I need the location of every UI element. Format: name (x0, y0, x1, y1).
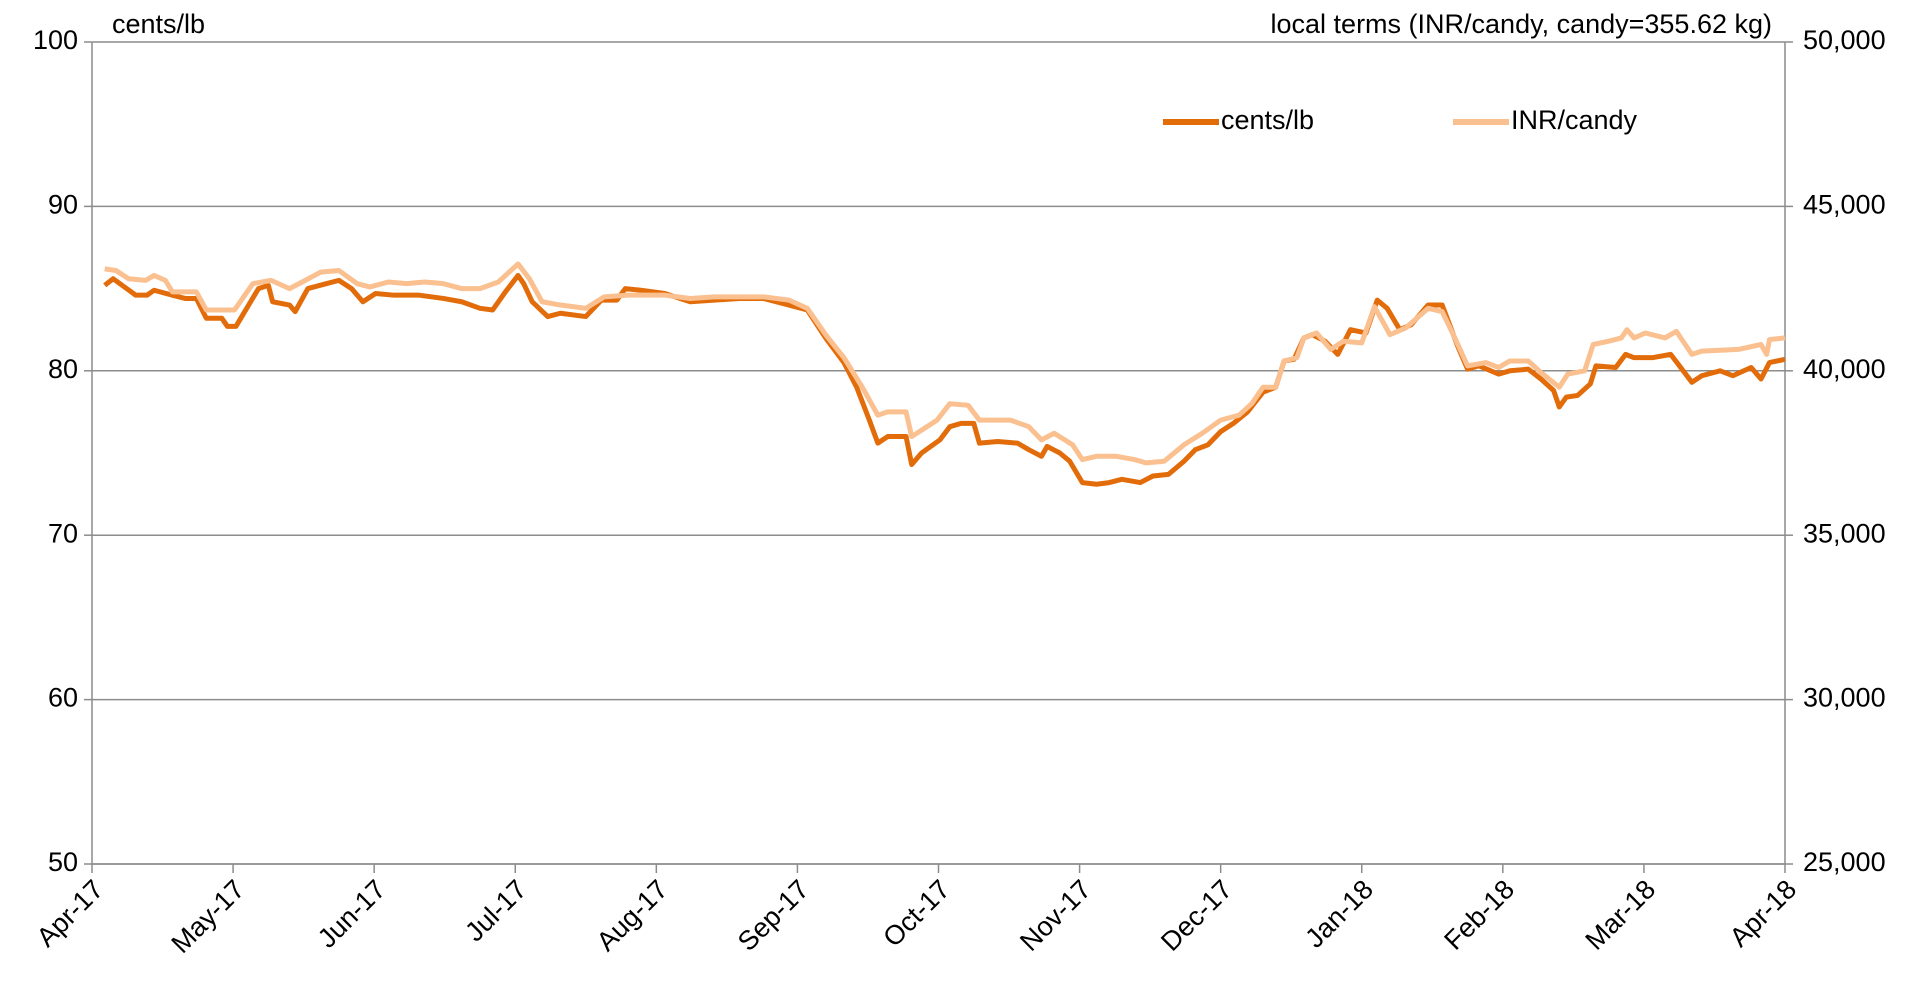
y2-tick-label: 40,000 (1803, 354, 1886, 384)
y-tick-label: 80 (48, 354, 78, 384)
x-tick-label: Jul-17 (459, 874, 532, 947)
line-series (103, 272, 1786, 487)
x-tick-label: Oct-17 (877, 874, 956, 953)
x-tick-label: Aug-17 (591, 874, 674, 957)
y-tick-label: 90 (48, 190, 78, 220)
x-tick-label: Dec-17 (1155, 874, 1238, 957)
x-tick-label: Jun-17 (312, 874, 392, 954)
y-tick-label: 100 (33, 25, 78, 55)
y2-tick-label: 45,000 (1803, 190, 1886, 220)
x-tick-label: Apr-18 (1724, 874, 1803, 953)
y-tick-label: 60 (48, 683, 78, 713)
y2-tick-label: 30,000 (1803, 683, 1886, 713)
line-series (104, 261, 1786, 466)
y2-tick-label: 35,000 (1803, 518, 1886, 548)
x-tick-label: Nov-17 (1014, 874, 1097, 957)
legend-label: INR/candy (1511, 105, 1638, 135)
y-tick-label: 50 (48, 847, 78, 877)
y2-tick-label: 25,000 (1803, 847, 1886, 877)
legend-label: cents/lb (1221, 105, 1314, 135)
y-axis-label: cents/lb (112, 9, 205, 39)
y2-tick-label: 50,000 (1803, 25, 1886, 55)
x-tick-label: Apr-17 (31, 874, 110, 953)
y2-axis-label: local terms (INR/candy, candy=355.62 kg) (1271, 9, 1772, 39)
x-tick-label: Mar-18 (1580, 874, 1662, 956)
y-tick-label: 70 (48, 518, 78, 548)
x-tick-label: Jan-18 (1299, 874, 1379, 954)
x-tick-label: Feb-18 (1438, 874, 1520, 956)
x-tick-label: May-17 (165, 874, 250, 959)
x-tick-label: Sep-17 (732, 874, 815, 957)
